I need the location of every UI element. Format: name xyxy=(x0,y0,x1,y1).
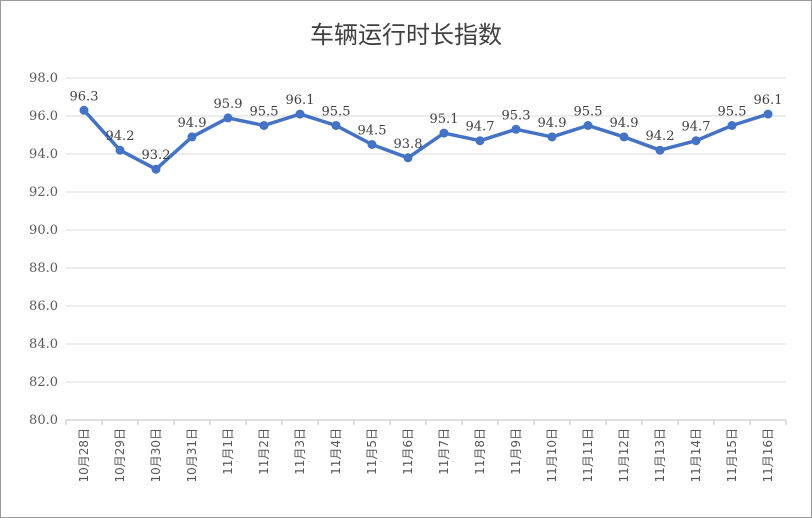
data-label: 95.5 xyxy=(322,105,351,120)
y-tick-label: 82.0 xyxy=(29,375,58,390)
x-tick-label: 10月30日 xyxy=(149,428,163,483)
data-label: 94.2 xyxy=(646,129,675,144)
x-tick-label: 10月31日 xyxy=(185,428,199,483)
x-tick-label: 11月12日 xyxy=(617,428,631,483)
x-tick-label: 11月5日 xyxy=(365,428,379,475)
y-tick-label: 90.0 xyxy=(29,223,58,238)
data-point xyxy=(655,145,665,155)
x-tick-label: 11月16日 xyxy=(761,428,775,483)
x-tick-label: 11月8日 xyxy=(473,428,487,475)
data-label: 95.1 xyxy=(430,112,459,127)
data-labels: 96.3 94.2 93.2 94.9 95.9 95.5 96.1 95.5 94.5 93.8… xyxy=(70,89,783,163)
data-label: 96.1 xyxy=(286,93,315,108)
data-point xyxy=(403,153,413,163)
chart-title: 车辆运行时长指数 xyxy=(310,21,502,49)
data-point xyxy=(583,121,593,130)
data-point xyxy=(727,121,737,130)
x-tick-label: 11月4日 xyxy=(329,428,343,475)
x-tick-label: 11月11日 xyxy=(581,428,595,483)
x-tick-label: 11月2日 xyxy=(257,428,271,475)
data-point xyxy=(475,136,485,146)
data-label: 95.5 xyxy=(718,105,747,120)
data-label: 94.9 xyxy=(178,116,207,131)
x-tick-label: 11月3日 xyxy=(293,428,307,475)
data-point xyxy=(439,128,449,138)
data-label: 94.7 xyxy=(682,120,711,135)
data-label: 94.9 xyxy=(610,116,639,131)
x-tick-label: 11月14日 xyxy=(689,428,703,483)
x-axis-ticks: 10月28日 10月29日 10月30日 10月31日 11月1日 11月2日 11月3日 1… xyxy=(77,428,775,483)
y-tick-label: 84.0 xyxy=(29,337,58,352)
data-point xyxy=(691,136,701,146)
y-tick-label: 96.0 xyxy=(29,109,58,124)
y-tick-label: 94.0 xyxy=(29,147,58,162)
series-line xyxy=(82,109,769,171)
data-label: 94.7 xyxy=(466,120,495,135)
x-tick-label: 11月13日 xyxy=(653,428,667,483)
data-label: 95.3 xyxy=(502,108,531,123)
data-point xyxy=(619,132,629,142)
data-point xyxy=(763,109,773,119)
data-label: 95.5 xyxy=(574,105,603,120)
data-label: 96.3 xyxy=(70,89,99,104)
data-label: 94.5 xyxy=(358,124,387,139)
x-tick-label: 11月10日 xyxy=(545,428,559,483)
data-label: 95.9 xyxy=(214,97,243,112)
data-label: 93.2 xyxy=(142,148,171,163)
y-axis-ticks: 80.0 82.0 84.0 86.0 88.0 90.0 92.0 94.0 96.0 98.0 xyxy=(29,71,58,428)
data-label: 96.1 xyxy=(754,93,783,108)
data-point xyxy=(367,140,377,149)
y-tick-label: 86.0 xyxy=(29,299,58,314)
x-tick-label: 11月1日 xyxy=(221,428,235,475)
data-label: 94.2 xyxy=(106,129,135,144)
x-tick-label: 11月7日 xyxy=(437,428,451,475)
x-tick-label: 10月28日 xyxy=(77,428,91,483)
data-label: 95.5 xyxy=(250,105,279,120)
y-tick-label: 80.0 xyxy=(29,413,58,428)
data-point xyxy=(79,105,89,115)
data-point xyxy=(295,109,305,119)
data-point xyxy=(259,121,269,130)
x-tick-label: 10月29日 xyxy=(113,428,127,483)
data-point xyxy=(223,113,233,123)
series-layer xyxy=(79,105,773,174)
y-tick-label: 92.0 xyxy=(29,185,58,200)
y-tick-label: 88.0 xyxy=(29,261,58,276)
data-point xyxy=(331,121,341,130)
x-tick-label: 11月15日 xyxy=(725,428,739,483)
x-tick-label: 11月6日 xyxy=(401,428,415,475)
data-point xyxy=(115,145,125,155)
y-tick-label: 98.0 xyxy=(29,71,58,86)
data-point xyxy=(547,132,557,142)
data-label: 94.9 xyxy=(538,116,567,131)
data-point xyxy=(151,164,161,174)
gridlines xyxy=(65,77,787,425)
data-point xyxy=(187,132,197,142)
data-point xyxy=(511,124,521,134)
data-label: 93.8 xyxy=(394,137,423,152)
x-tick-label: 11月9日 xyxy=(509,428,523,475)
